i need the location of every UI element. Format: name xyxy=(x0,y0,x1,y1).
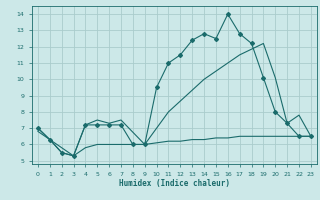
X-axis label: Humidex (Indice chaleur): Humidex (Indice chaleur) xyxy=(119,179,230,188)
